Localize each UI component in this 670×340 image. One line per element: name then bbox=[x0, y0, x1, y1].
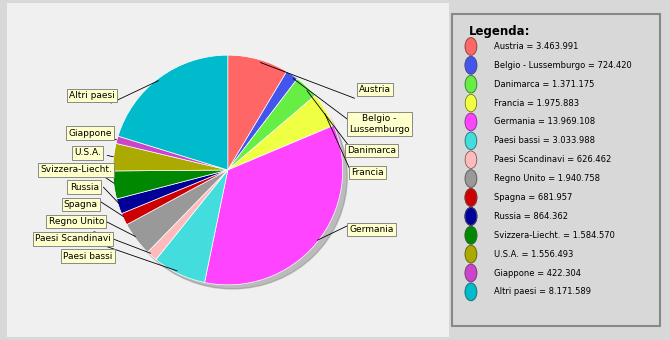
Text: Altri paesi = 8.171.589: Altri paesi = 8.171.589 bbox=[494, 287, 591, 296]
Text: Paesi Scandinavi: Paesi Scandinavi bbox=[35, 234, 111, 243]
Text: Belgio - Lussemburgo = 724.420: Belgio - Lussemburgo = 724.420 bbox=[494, 61, 632, 70]
Wedge shape bbox=[127, 170, 228, 252]
Wedge shape bbox=[228, 71, 297, 170]
Wedge shape bbox=[113, 170, 228, 199]
Text: Danimarca: Danimarca bbox=[347, 146, 396, 155]
Text: Germania: Germania bbox=[349, 225, 393, 234]
FancyBboxPatch shape bbox=[452, 14, 660, 326]
Wedge shape bbox=[116, 136, 228, 170]
Wedge shape bbox=[228, 55, 287, 170]
Text: U.S.A.: U.S.A. bbox=[74, 148, 101, 157]
Text: Giappone = 422.304: Giappone = 422.304 bbox=[494, 269, 581, 277]
Circle shape bbox=[465, 189, 477, 206]
Circle shape bbox=[465, 113, 477, 131]
Circle shape bbox=[465, 170, 477, 187]
Wedge shape bbox=[117, 170, 228, 214]
Wedge shape bbox=[156, 170, 228, 283]
Circle shape bbox=[465, 283, 477, 301]
Text: Altri paesi: Altri paesi bbox=[70, 91, 115, 100]
Text: Svizzera-Liecht.: Svizzera-Liecht. bbox=[40, 166, 112, 174]
Circle shape bbox=[465, 226, 477, 244]
Text: Francia = 1.975.883: Francia = 1.975.883 bbox=[494, 99, 579, 107]
Ellipse shape bbox=[117, 65, 347, 289]
Circle shape bbox=[465, 56, 477, 74]
Text: Spagna: Spagna bbox=[64, 200, 98, 209]
Text: Danimarca = 1.371.175: Danimarca = 1.371.175 bbox=[494, 80, 594, 89]
Circle shape bbox=[465, 208, 477, 225]
Text: Russia = 864.362: Russia = 864.362 bbox=[494, 212, 567, 221]
Text: Belgio -
Lussemburgo: Belgio - Lussemburgo bbox=[349, 114, 410, 134]
Text: Svizzera-Liecht. = 1.584.570: Svizzera-Liecht. = 1.584.570 bbox=[494, 231, 614, 240]
Wedge shape bbox=[147, 170, 228, 260]
Wedge shape bbox=[113, 143, 228, 171]
Wedge shape bbox=[118, 55, 228, 170]
Circle shape bbox=[465, 245, 477, 263]
Text: Germania = 13.969.108: Germania = 13.969.108 bbox=[494, 117, 595, 126]
Text: Russia: Russia bbox=[70, 183, 98, 192]
Circle shape bbox=[465, 264, 477, 282]
Text: Francia: Francia bbox=[352, 168, 384, 177]
Text: Legenda:: Legenda: bbox=[469, 24, 531, 37]
Wedge shape bbox=[228, 96, 334, 170]
Text: Paesi Scandinavi = 626.462: Paesi Scandinavi = 626.462 bbox=[494, 155, 611, 164]
Circle shape bbox=[465, 94, 477, 112]
Circle shape bbox=[465, 38, 477, 55]
Text: Austria: Austria bbox=[359, 85, 391, 94]
Text: Paesi bassi: Paesi bassi bbox=[63, 252, 113, 261]
Text: Austria = 3.463.991: Austria = 3.463.991 bbox=[494, 42, 578, 51]
Circle shape bbox=[465, 75, 477, 93]
Wedge shape bbox=[121, 170, 228, 225]
Text: Regno Unito: Regno Unito bbox=[48, 217, 104, 226]
Wedge shape bbox=[204, 125, 342, 285]
Text: Paesi bassi = 3.033.988: Paesi bassi = 3.033.988 bbox=[494, 136, 595, 145]
Text: Giappone: Giappone bbox=[68, 129, 112, 138]
Text: U.S.A. = 1.556.493: U.S.A. = 1.556.493 bbox=[494, 250, 573, 259]
Text: Spagna = 681.957: Spagna = 681.957 bbox=[494, 193, 572, 202]
Wedge shape bbox=[228, 79, 315, 170]
Circle shape bbox=[465, 132, 477, 150]
Text: Regno Unito = 1.940.758: Regno Unito = 1.940.758 bbox=[494, 174, 600, 183]
Circle shape bbox=[465, 151, 477, 169]
